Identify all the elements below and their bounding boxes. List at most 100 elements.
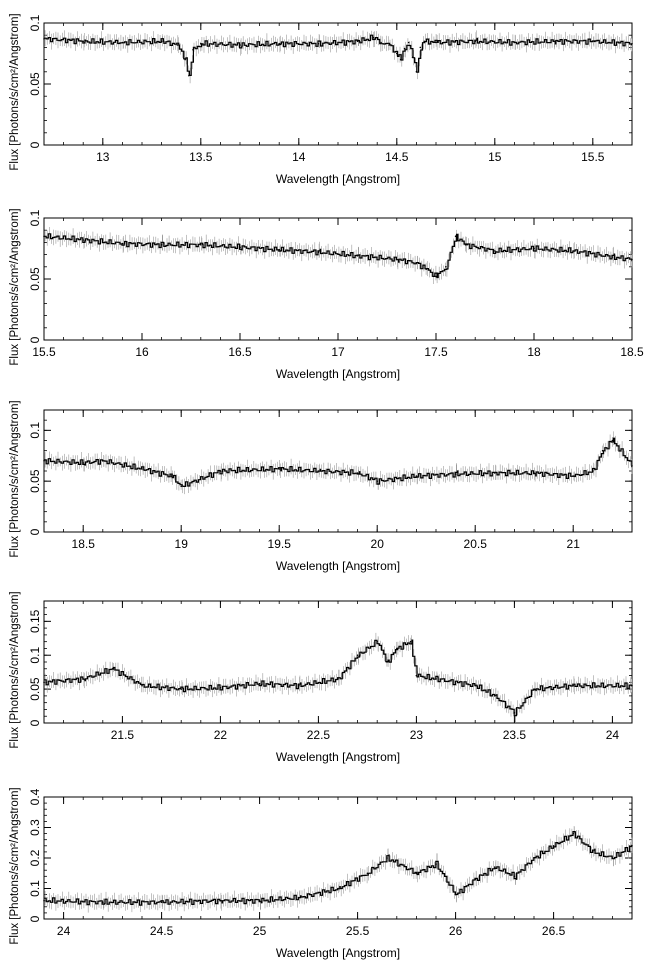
data-point [454,893,457,896]
y-axis-label: Flux [Photons/s/cm²/Angstrom] [9,400,21,557]
data-point [396,647,398,650]
data-point [121,41,124,44]
data-point [386,857,388,859]
x-axis-label: Wavelength [Angstrom] [276,946,400,960]
data-point [403,47,406,50]
data-point [278,248,281,251]
data-point [82,239,84,241]
data-point [611,256,614,258]
y-tick-label: 0.1 [28,880,42,897]
data-point [43,899,45,902]
x-axis-label: Wavelength [Angstrom] [276,750,400,764]
data-point [423,40,426,43]
data-point [141,684,143,687]
data-point [298,896,300,899]
y-axis-label: Flux [Photons/s/cm²/Angstrom] [9,787,21,944]
x-tick-label: 13 [96,150,110,164]
x-axis-label: Wavelength [Angstrom] [276,367,400,381]
x-tick-label: 16.5 [228,345,252,359]
data-point [494,695,496,697]
data-point [184,58,186,61]
chart-panel-3: 18.5 19 19.5 20 20.5 21 0 0.05 0.1 Wavelength [An… [9,400,633,573]
data-point [337,678,339,680]
data-point [43,235,45,238]
x-tick-label: 25 [253,924,267,938]
data-point [121,242,124,245]
data-point [192,49,194,51]
data-point [611,857,614,859]
x-tick-label: 13.5 [189,150,213,164]
data-point [200,42,202,45]
y-tick-label: 0.1 [28,647,42,664]
data-point [337,887,339,890]
data-point [631,42,633,45]
data-point [572,250,574,252]
y-tick-label: 0.05 [28,677,42,701]
data-point [552,40,555,43]
chart-panel-4: 21.5 22 22.5 23 23.5 24 0 0.05 0.1 0.15 Wavelength… [9,591,633,764]
data-point [415,674,418,677]
data-point [572,475,574,477]
data-point [160,244,163,246]
data-point [317,251,320,253]
data-point [396,258,398,261]
data-point [188,74,190,77]
data-point [464,244,467,246]
data-point [356,40,359,43]
data-point [356,255,359,257]
data-point [170,475,173,477]
x-tick-label: 23 [410,728,424,742]
x-tick-label: 14 [292,150,306,164]
data-point [258,682,261,685]
plot-frame [43,600,633,724]
data-point [43,38,45,40]
data-point [407,41,410,44]
data-point [435,275,437,278]
data-point [415,872,418,875]
data-point [180,485,182,488]
data-point [356,654,359,656]
x-axis-label: Wavelength [Angstrom] [276,559,400,573]
data-point [372,36,375,39]
data-point [317,470,320,472]
x-tick-label: 21.5 [111,728,135,742]
x-tick-label: 15 [488,150,502,164]
data-point [533,688,535,690]
x-tick-label: 24.5 [150,924,174,938]
y-tick-label: 0.1 [28,422,42,439]
data-point [631,258,633,261]
y-tick-label: 0 [28,528,42,535]
data-point [176,44,179,46]
data-point [631,684,633,687]
chart-panel-5: 24 24.5 25 25.5 26 26.5 0 0.1 0.2 0.3 0.4 Wavelengt… [9,787,633,960]
data-point [141,468,143,470]
data-point [592,470,594,472]
data-point [415,71,418,73]
data-point [435,678,437,680]
x-tick-label: 19.5 [268,537,292,551]
data-point [474,40,477,43]
data-point [356,472,359,474]
data-point [572,832,574,835]
data-point [399,58,402,61]
x-tick-label: 18 [527,345,541,359]
x-tick-label: 22.5 [307,728,331,742]
data-point [82,678,84,680]
data-point [317,42,320,45]
data-point [592,40,594,43]
data-point [601,449,604,452]
spectrum-line [44,233,633,279]
data-point [386,661,388,663]
x-tick-label: 16 [135,345,149,359]
data-point [631,465,633,467]
x-tick-label: 20.5 [464,537,488,551]
data-point [82,40,84,43]
data-point [435,863,437,865]
data-point [415,475,418,477]
spectrum-line [44,34,633,76]
data-point [82,462,84,464]
data-point [419,46,422,49]
data-point [513,875,516,878]
data-point [219,687,222,689]
y-axis-label: Flux [Photons/s/cm²/Angstrom] [9,208,21,365]
